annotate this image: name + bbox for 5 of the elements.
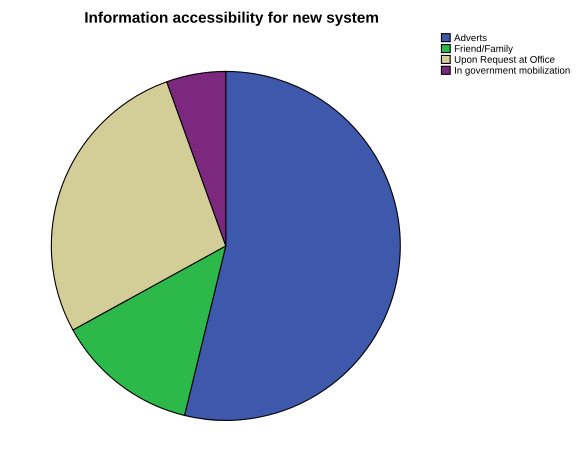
legend-label: Friend/Family xyxy=(454,44,513,54)
legend-label: In government mobilization xyxy=(454,66,570,76)
legend-label: Upon Request at Office xyxy=(454,56,555,65)
legend-label: Adverts xyxy=(454,34,487,42)
chart-title: Information accessibility for new system xyxy=(85,12,378,26)
